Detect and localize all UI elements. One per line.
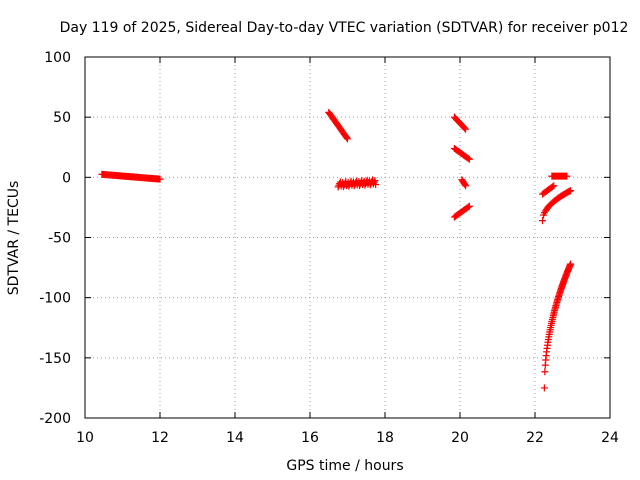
data-point <box>156 175 164 183</box>
series-arc-11 <box>540 260 575 392</box>
x-axis-label: GPS time / hours <box>286 458 403 474</box>
x-tick-label: 16 <box>301 430 319 446</box>
data-point <box>461 124 469 132</box>
series-arc-8 <box>548 172 571 180</box>
y-tick-label: -200 <box>39 411 71 427</box>
y-tick-label: -50 <box>48 231 71 247</box>
x-tick-label: 10 <box>76 430 94 446</box>
series-arc-1 <box>98 170 164 183</box>
data-point <box>464 154 472 162</box>
series-arc-6 <box>458 176 470 190</box>
x-tick-label: 22 <box>526 430 544 446</box>
data-point <box>344 135 351 143</box>
data-point <box>465 155 473 163</box>
data-point <box>540 384 548 392</box>
grid <box>85 57 610 418</box>
y-tick-label: -100 <box>39 291 71 307</box>
data-point <box>539 217 546 225</box>
data-point <box>567 187 575 195</box>
data-point <box>563 172 571 180</box>
data-point <box>461 181 469 189</box>
plot-frame <box>84 56 611 419</box>
y-tick-label: -150 <box>39 351 71 367</box>
y-tick-label: 50 <box>53 110 71 126</box>
x-tick-label: 14 <box>226 430 244 446</box>
y-axis-label: SDTVAR / TECUs <box>6 181 22 296</box>
data-point <box>371 177 379 185</box>
series-arc-2 <box>325 108 351 143</box>
series-arc-7 <box>450 202 473 221</box>
x-tick-label: 24 <box>601 430 619 446</box>
series-arc-10 <box>539 187 575 225</box>
data-point <box>462 125 470 133</box>
series-arc-9 <box>539 182 558 198</box>
data-point <box>465 202 473 210</box>
data-point <box>567 260 575 268</box>
data-point <box>549 183 556 191</box>
axis-ticks: 10 12 14 16 18 20 22 24 -200 -150 -100 -50 0 50 100 <box>39 50 619 446</box>
data-point <box>464 203 472 211</box>
x-tick-label: 18 <box>376 430 394 446</box>
series-arc-3 <box>334 176 380 191</box>
data-marks <box>98 108 575 392</box>
data-point <box>372 181 380 189</box>
data-point <box>550 182 558 190</box>
x-tick-label: 20 <box>451 430 469 446</box>
data-point <box>462 182 470 190</box>
data-point <box>343 134 351 142</box>
series-arc-4 <box>450 113 470 133</box>
series-arc-5 <box>450 144 473 163</box>
chart-title: Day 119 of 2025, Sidereal Day-to-day VTE… <box>60 20 629 36</box>
y-tick-label: 100 <box>44 50 71 66</box>
y-tick-label: 0 <box>62 170 71 186</box>
data-point <box>541 368 549 376</box>
x-tick-label: 12 <box>151 430 169 446</box>
